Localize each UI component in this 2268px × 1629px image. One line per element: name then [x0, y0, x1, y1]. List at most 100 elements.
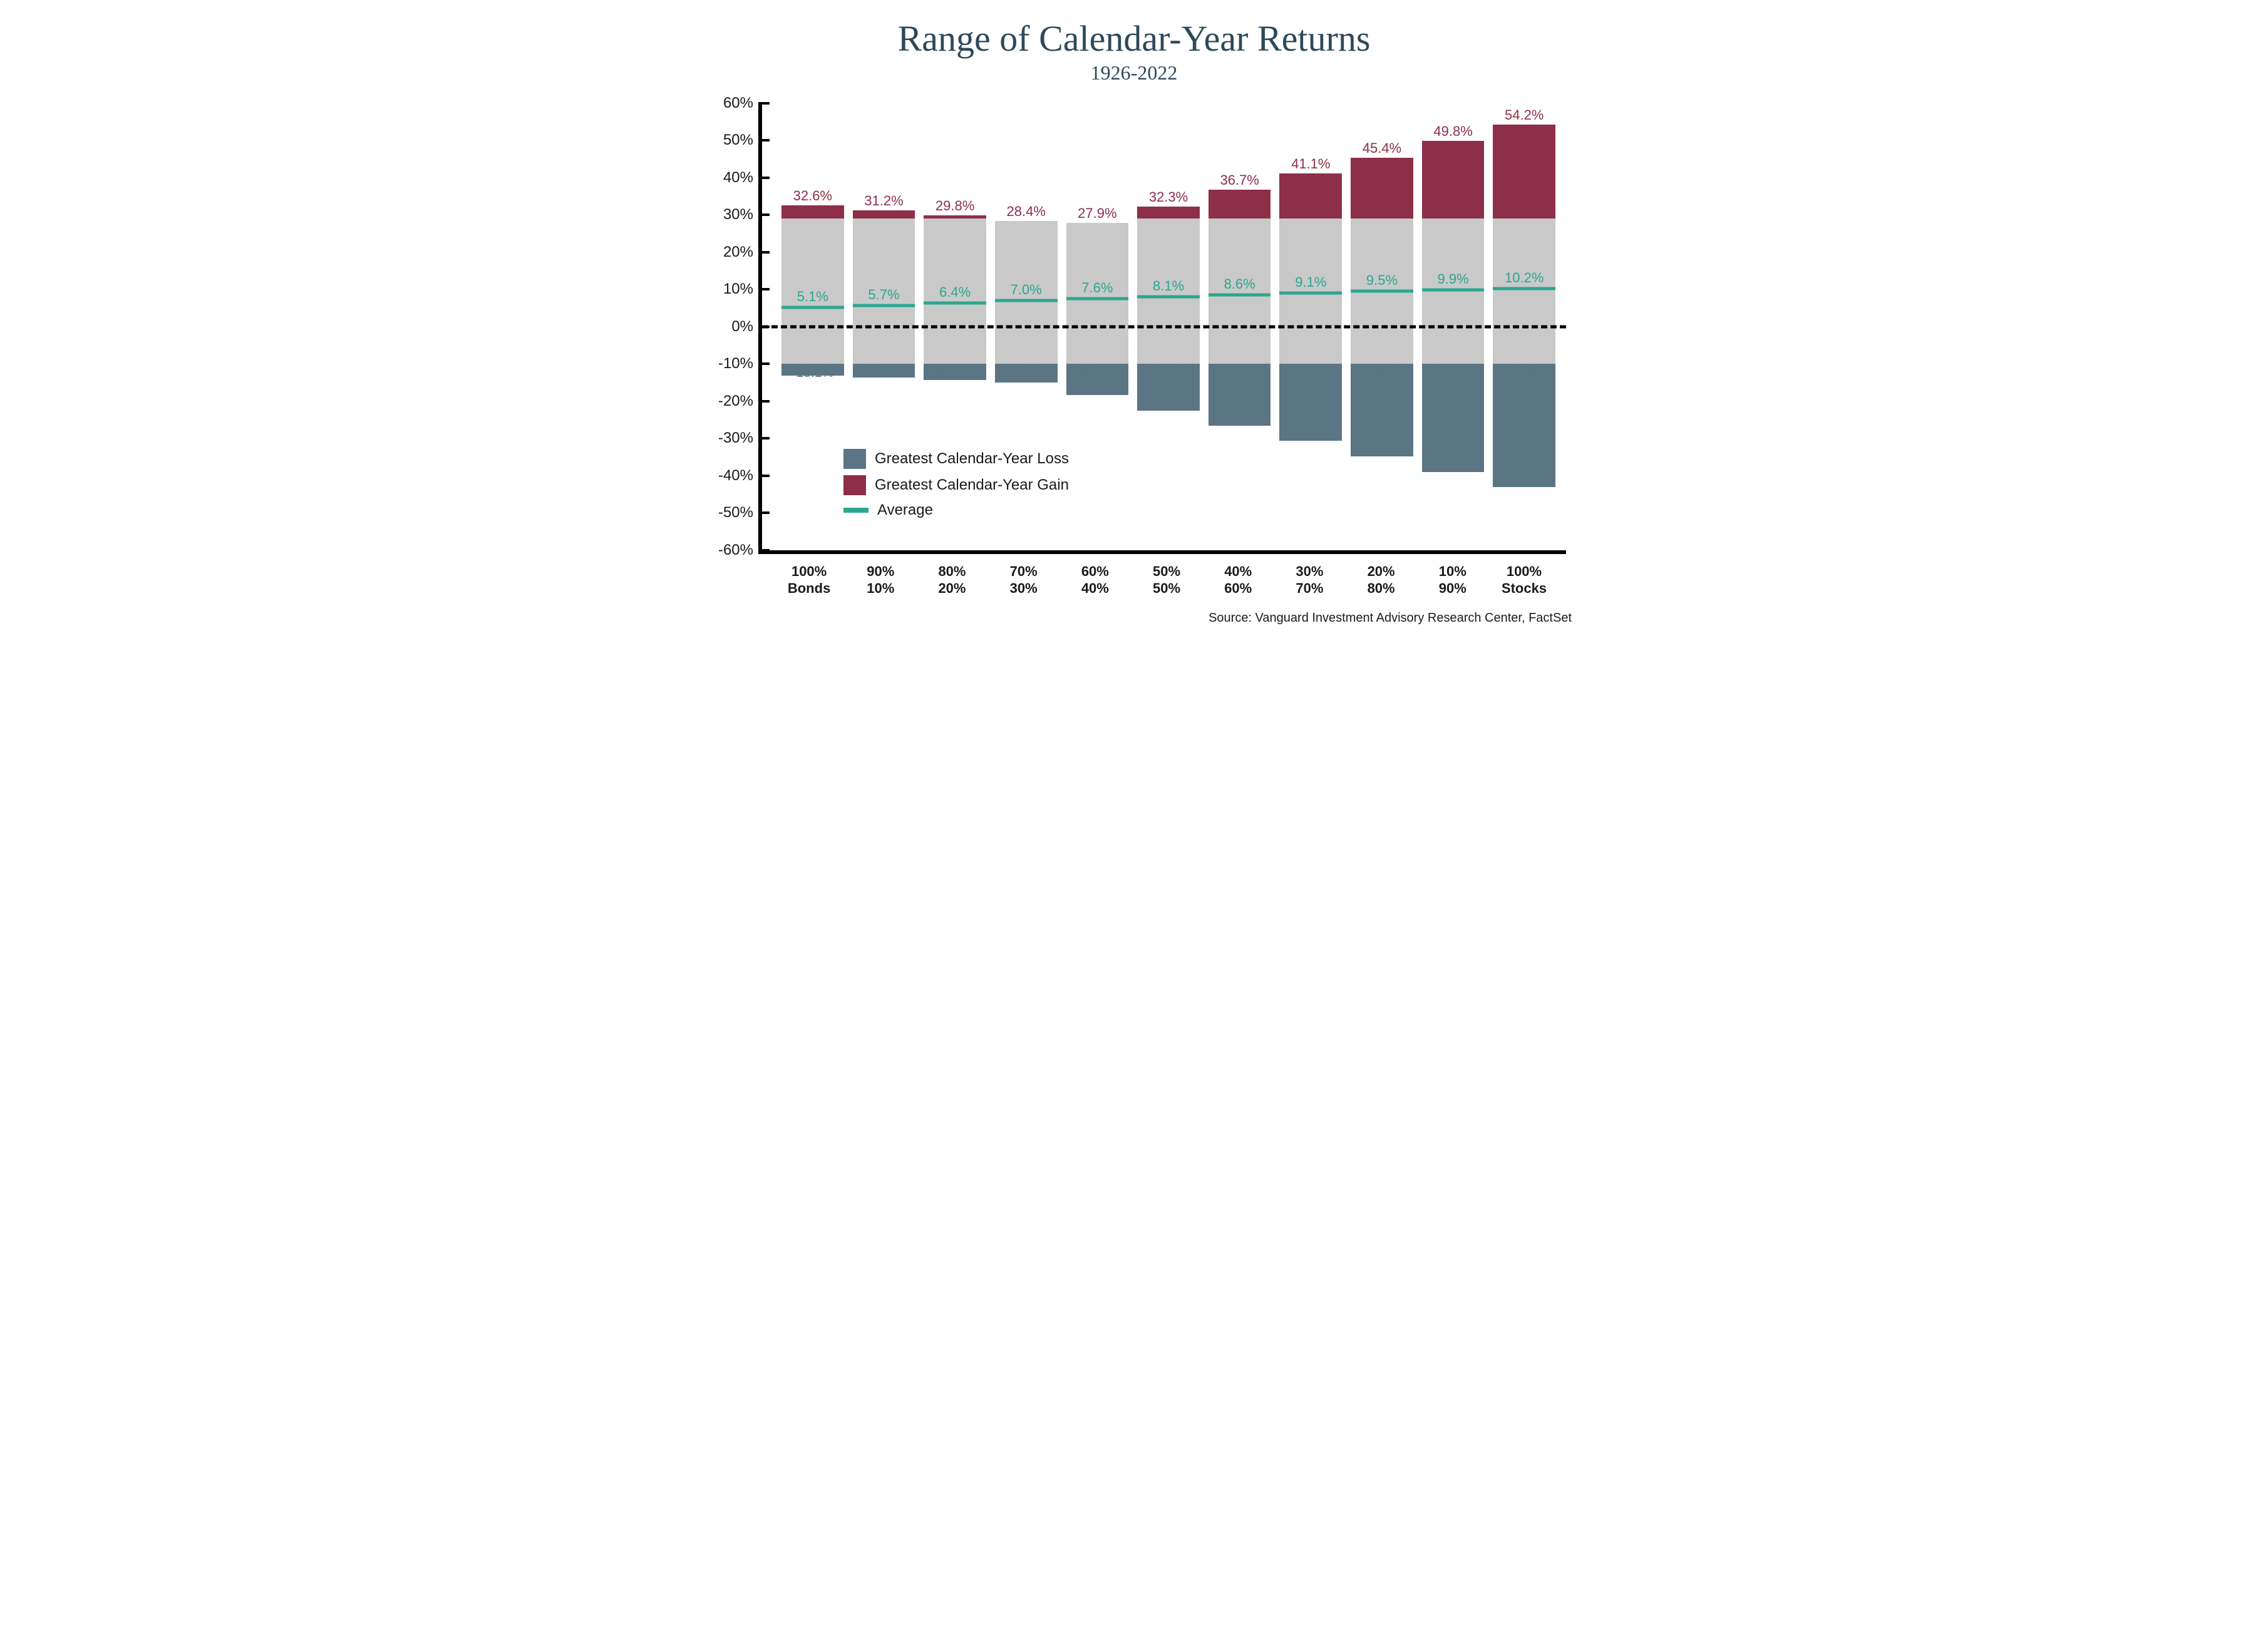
y-tick-label: 10% — [723, 280, 753, 298]
average-line — [1422, 288, 1485, 291]
y-tick-mark — [758, 362, 770, 365]
average-line — [1209, 293, 1271, 296]
y-tick-label: -40% — [718, 467, 753, 485]
average-value-label: 6.4% — [939, 284, 971, 301]
loss-value-label: -13.1% — [792, 366, 834, 381]
average-value-label: 8.1% — [1153, 278, 1184, 294]
gain-value-label: 28.4% — [1007, 203, 1046, 220]
average-line — [1066, 297, 1129, 300]
chart-subtitle: 1926-2022 — [693, 61, 1575, 85]
gain-cap — [1279, 173, 1342, 218]
y-tick-mark — [758, 288, 770, 290]
x-axis-label: 20% 80% — [1348, 563, 1415, 597]
gain-value-label: 54.2% — [1505, 107, 1544, 123]
gain-cap — [853, 210, 915, 218]
average-value-label: 9.5% — [1366, 272, 1398, 289]
gain-cap — [1137, 207, 1200, 219]
legend-label-gain: Greatest Calendar-Year Gain — [875, 476, 1069, 494]
loss-value-label: -15.0% — [1005, 366, 1047, 381]
gain-value-label: 32.3% — [1149, 189, 1188, 205]
loss-value-label: -18.4% — [1076, 366, 1118, 381]
average-line — [1137, 295, 1200, 298]
gain-cap — [781, 205, 844, 218]
average-value-label: 8.6% — [1224, 276, 1255, 292]
y-tick-mark — [758, 549, 770, 552]
gain-value-label: 27.9% — [1078, 205, 1116, 222]
chart-title: Range of Calendar-Year Returns — [693, 19, 1575, 59]
y-tick-label: -50% — [718, 504, 753, 522]
gain-value-label: 32.6% — [793, 188, 832, 204]
loss-value-label: -22.5% — [1148, 366, 1190, 381]
y-tick-label: 20% — [723, 244, 753, 261]
gain-value-label: 41.1% — [1291, 156, 1330, 172]
y-tick-label: 30% — [723, 206, 753, 224]
average-value-label: 5.7% — [868, 287, 899, 303]
x-axis-label: 100% Stocks — [1491, 563, 1557, 597]
gain-cap — [1422, 141, 1485, 218]
average-value-label: 9.1% — [1295, 274, 1326, 290]
gain-value-label: 29.8% — [936, 198, 974, 214]
average-value-label: 5.1% — [797, 289, 828, 305]
legend-item-avg: Average — [843, 501, 1069, 519]
y-tick-label: -60% — [718, 542, 753, 559]
x-axis-label: 60% 40% — [1062, 563, 1128, 597]
y-tick-mark — [758, 251, 770, 254]
legend-swatch-gain — [843, 475, 866, 495]
average-value-label: 9.9% — [1438, 271, 1469, 287]
x-axis-label: 70% 30% — [991, 563, 1057, 597]
source-attribution: Source: Vanguard Investment Advisory Res… — [693, 611, 1575, 625]
page: Range of Calendar-Year Returns 1926-2022… — [680, 0, 1588, 638]
loss-value-label: -14.4% — [934, 366, 976, 381]
legend-item-loss: Greatest Calendar-Year Loss — [843, 449, 1069, 469]
y-tick-label: -20% — [718, 393, 753, 410]
gain-value-label: 31.2% — [864, 193, 903, 209]
gain-cap — [1493, 125, 1555, 218]
loss-value-label: -39.0% — [1432, 366, 1474, 381]
y-tick-label: 0% — [731, 318, 753, 336]
loss-value-label: -26.6% — [1219, 366, 1260, 381]
y-tick-mark — [758, 437, 770, 439]
legend-label-loss: Greatest Calendar-Year Loss — [875, 450, 1069, 468]
y-tick-mark — [758, 213, 770, 216]
x-axis-label: 40% 60% — [1205, 563, 1271, 597]
x-axis-label: 80% 20% — [919, 563, 985, 597]
average-line — [924, 301, 986, 304]
x-axis-label: 100% Bonds — [776, 563, 842, 597]
y-tick-label: -10% — [718, 355, 753, 373]
x-axis-label: 50% 50% — [1133, 563, 1200, 597]
loss-value-label: -34.9% — [1361, 366, 1403, 381]
average-value-label: 7.0% — [1011, 282, 1042, 298]
legend: Greatest Calendar-Year Loss Greatest Cal… — [843, 443, 1069, 525]
loss-value-label: -30.7% — [1290, 366, 1332, 381]
zero-line — [762, 325, 1566, 328]
x-axis-labels: 100% Bonds90% 10%80% 20%70% 30%60% 40%50… — [758, 563, 1566, 597]
y-tick-mark — [758, 177, 770, 179]
y-tick-label: -30% — [718, 429, 753, 447]
average-value-label: 10.2% — [1505, 270, 1544, 286]
average-value-label: 7.6% — [1081, 280, 1113, 296]
loss-value-label: -13.7% — [863, 366, 905, 381]
y-tick-label: 60% — [723, 95, 753, 112]
gain-value-label: 45.4% — [1363, 140, 1401, 157]
chart: 32.6% -13.1% 5.1% 31.2% -13.7% 5.7% 29.8% -14.4… — [702, 103, 1566, 597]
gain-cap — [924, 215, 986, 218]
x-axis-label: 90% 10% — [847, 563, 914, 597]
legend-label-avg: Average — [877, 501, 933, 519]
average-line — [1351, 290, 1413, 293]
y-tick-mark — [758, 511, 770, 514]
average-line — [995, 299, 1058, 302]
gain-cap — [1351, 158, 1413, 219]
y-tick-label: 50% — [723, 131, 753, 149]
y-tick-mark — [758, 102, 770, 105]
gain-value-label: 49.8% — [1433, 123, 1472, 140]
average-line — [1279, 291, 1342, 294]
x-axis-label: 10% 90% — [1420, 563, 1486, 597]
legend-swatch-loss — [843, 449, 866, 469]
y-tick-label: 40% — [723, 169, 753, 187]
legend-swatch-avg — [843, 508, 869, 513]
loss-cap — [1493, 364, 1555, 487]
gain-cap — [1209, 190, 1271, 218]
average-line — [781, 306, 844, 309]
y-tick-mark — [758, 475, 770, 477]
average-line — [853, 304, 915, 307]
